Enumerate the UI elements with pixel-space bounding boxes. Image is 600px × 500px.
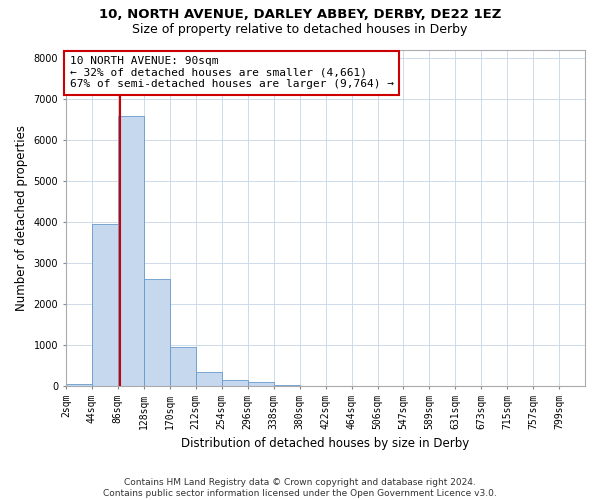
Text: Contains HM Land Registry data © Crown copyright and database right 2024.
Contai: Contains HM Land Registry data © Crown c… [103,478,497,498]
Bar [66,384,92,386]
Text: 10, NORTH AVENUE, DARLEY ABBEY, DERBY, DE22 1EZ: 10, NORTH AVENUE, DARLEY ABBEY, DERBY, D… [99,8,501,20]
Text: Size of property relative to detached houses in Derby: Size of property relative to detached ho… [133,22,467,36]
Bar [118,116,144,386]
Bar [222,380,248,386]
X-axis label: Distribution of detached houses by size in Derby: Distribution of detached houses by size … [181,437,470,450]
Bar [170,347,196,386]
Y-axis label: Number of detached properties: Number of detached properties [15,125,28,311]
Bar [274,384,300,386]
Bar [92,224,118,386]
Text: 10 NORTH AVENUE: 90sqm
← 32% of detached houses are smaller (4,661)
67% of semi-: 10 NORTH AVENUE: 90sqm ← 32% of detached… [70,56,394,90]
Bar [196,372,222,386]
Bar [248,382,274,386]
Bar [144,280,170,386]
